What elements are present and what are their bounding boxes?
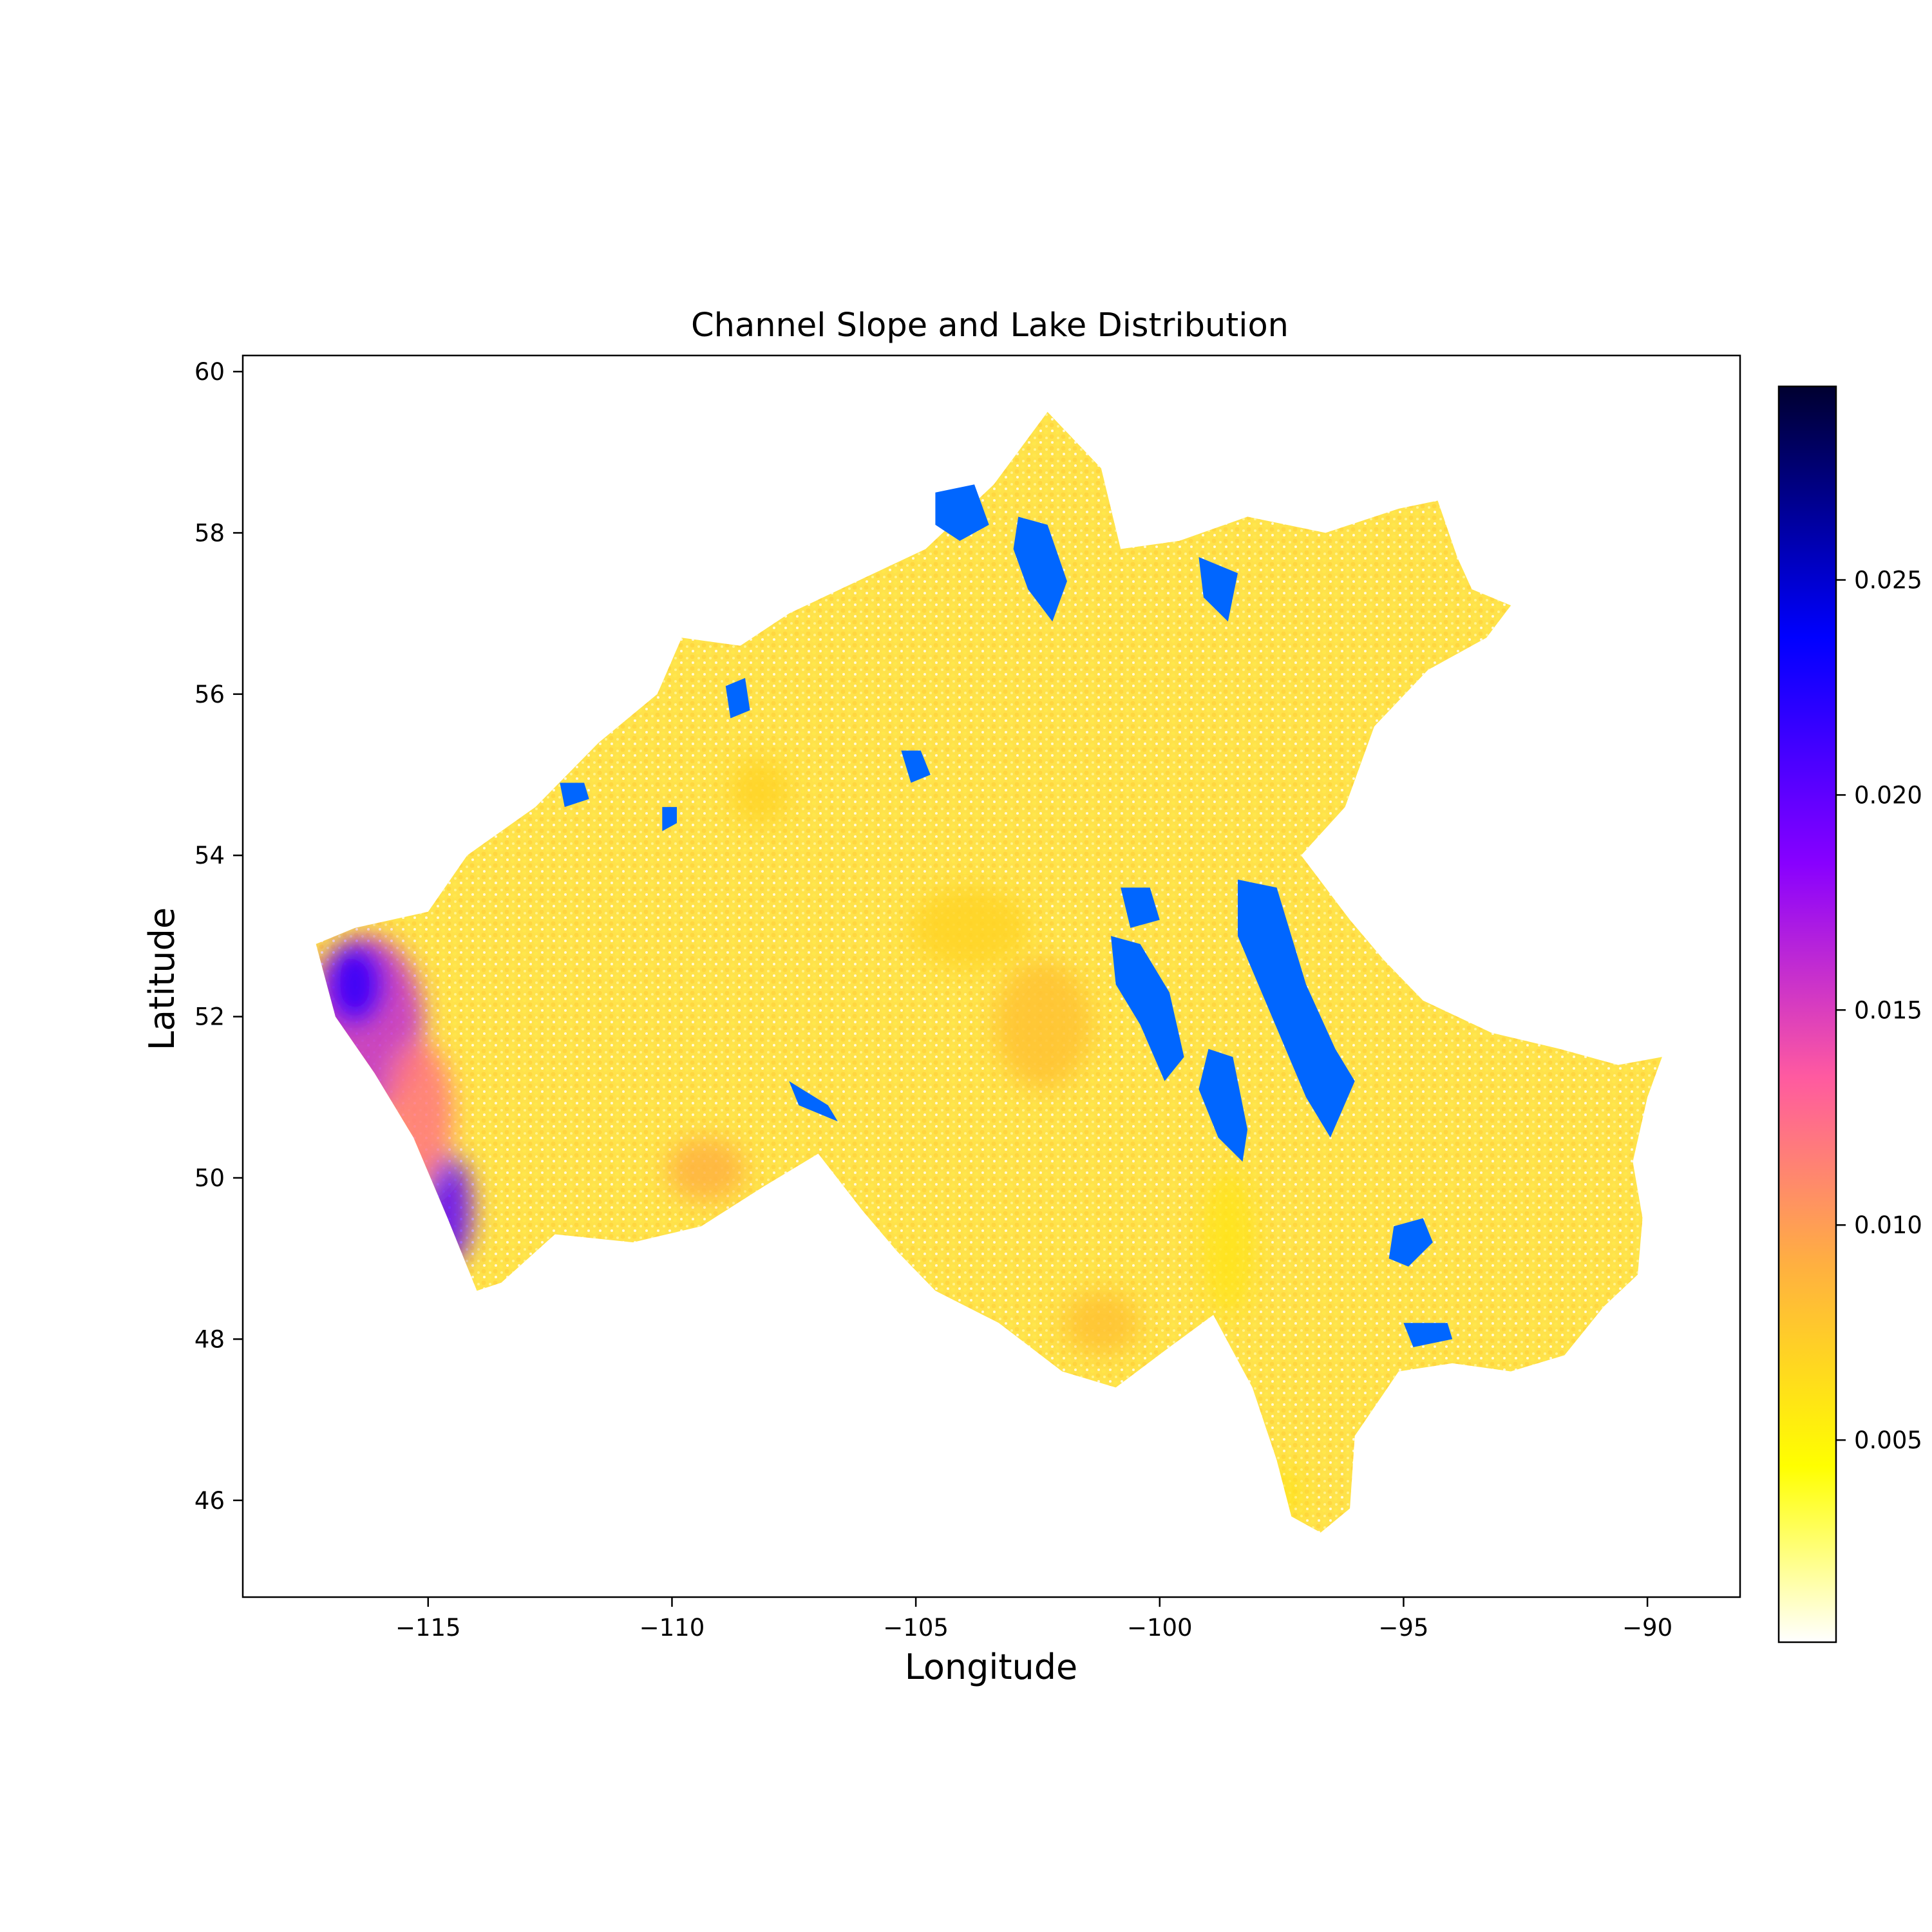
basin-texture [316,412,1662,1533]
y-tick-label: 48 [194,1325,225,1353]
steep-slope-zone [325,943,384,1025]
colorbar-tick-label: 0.010 [1854,1211,1922,1239]
lake [901,750,931,783]
lake [1013,516,1067,622]
steep-slope-zone [1062,1291,1141,1356]
x-tick-label: −95 [1378,1614,1428,1642]
lake [1198,1048,1248,1162]
steep-slope-zone [667,1137,746,1202]
y-tick-label: 52 [194,1003,225,1031]
lake [935,484,989,541]
lake [1111,936,1184,1081]
lake [1198,557,1238,622]
colorbar-ticks: 0.005 0.010 0.015 0.020 0.025 [1836,567,1922,1454]
plot-area: −115 −110 −105 −100 −95 −90 46 48 50 52 54 56 58 60 [194,354,1741,1642]
axes-frame [242,354,1741,1598]
lake [725,677,750,719]
lake [560,782,589,808]
steep-slope-zone [730,758,790,824]
x-tick-label: −105 [883,1614,949,1642]
y-tick-label: 46 [194,1487,225,1515]
y-tick-label: 54 [194,842,225,869]
y-axis-ticks: 46 48 50 52 54 56 58 60 [194,358,243,1515]
x-tick-label: −90 [1622,1614,1672,1642]
steep-slope-zone [1262,1468,1302,1517]
y-tick-label: 60 [194,358,225,386]
x-axis-label: Longitude [905,1647,1078,1687]
lake [1403,1323,1453,1347]
colorbar-tick-label: 0.025 [1854,567,1922,594]
colorbar-tick-label: 0.005 [1854,1426,1922,1454]
steep-slope-zone [1203,1170,1253,1315]
x-tick-label: −100 [1127,1614,1193,1642]
steep-slope-zone [994,960,1092,1090]
lake [1238,879,1355,1138]
steep-slope-zone [911,887,1028,969]
map-title: Channel Slope and Lake Distribution [691,307,1289,345]
colorbar: 0.005 0.010 0.015 0.020 0.025 [1777,385,1922,1643]
lake [1121,887,1160,928]
y-axis-label: Latitude [142,907,182,1050]
lake-layer [560,484,1453,1347]
lake [662,807,677,831]
colorbar-tick-label: 0.015 [1854,996,1922,1024]
colorbar-gradient [1777,385,1837,1643]
x-tick-label: −110 [639,1614,705,1642]
y-tick-label: 50 [194,1164,225,1192]
lake [1388,1218,1433,1267]
colorbar-tick-label: 0.020 [1854,781,1922,809]
basin-layer [316,412,1662,1533]
y-tick-label: 56 [194,681,225,708]
steep-slope-zone [384,1041,453,1186]
x-tick-label: −115 [395,1614,461,1642]
lake [789,1081,838,1122]
y-tick-label: 58 [194,519,225,547]
x-axis-ticks: −115 −110 −105 −100 −95 −90 [395,1597,1672,1642]
